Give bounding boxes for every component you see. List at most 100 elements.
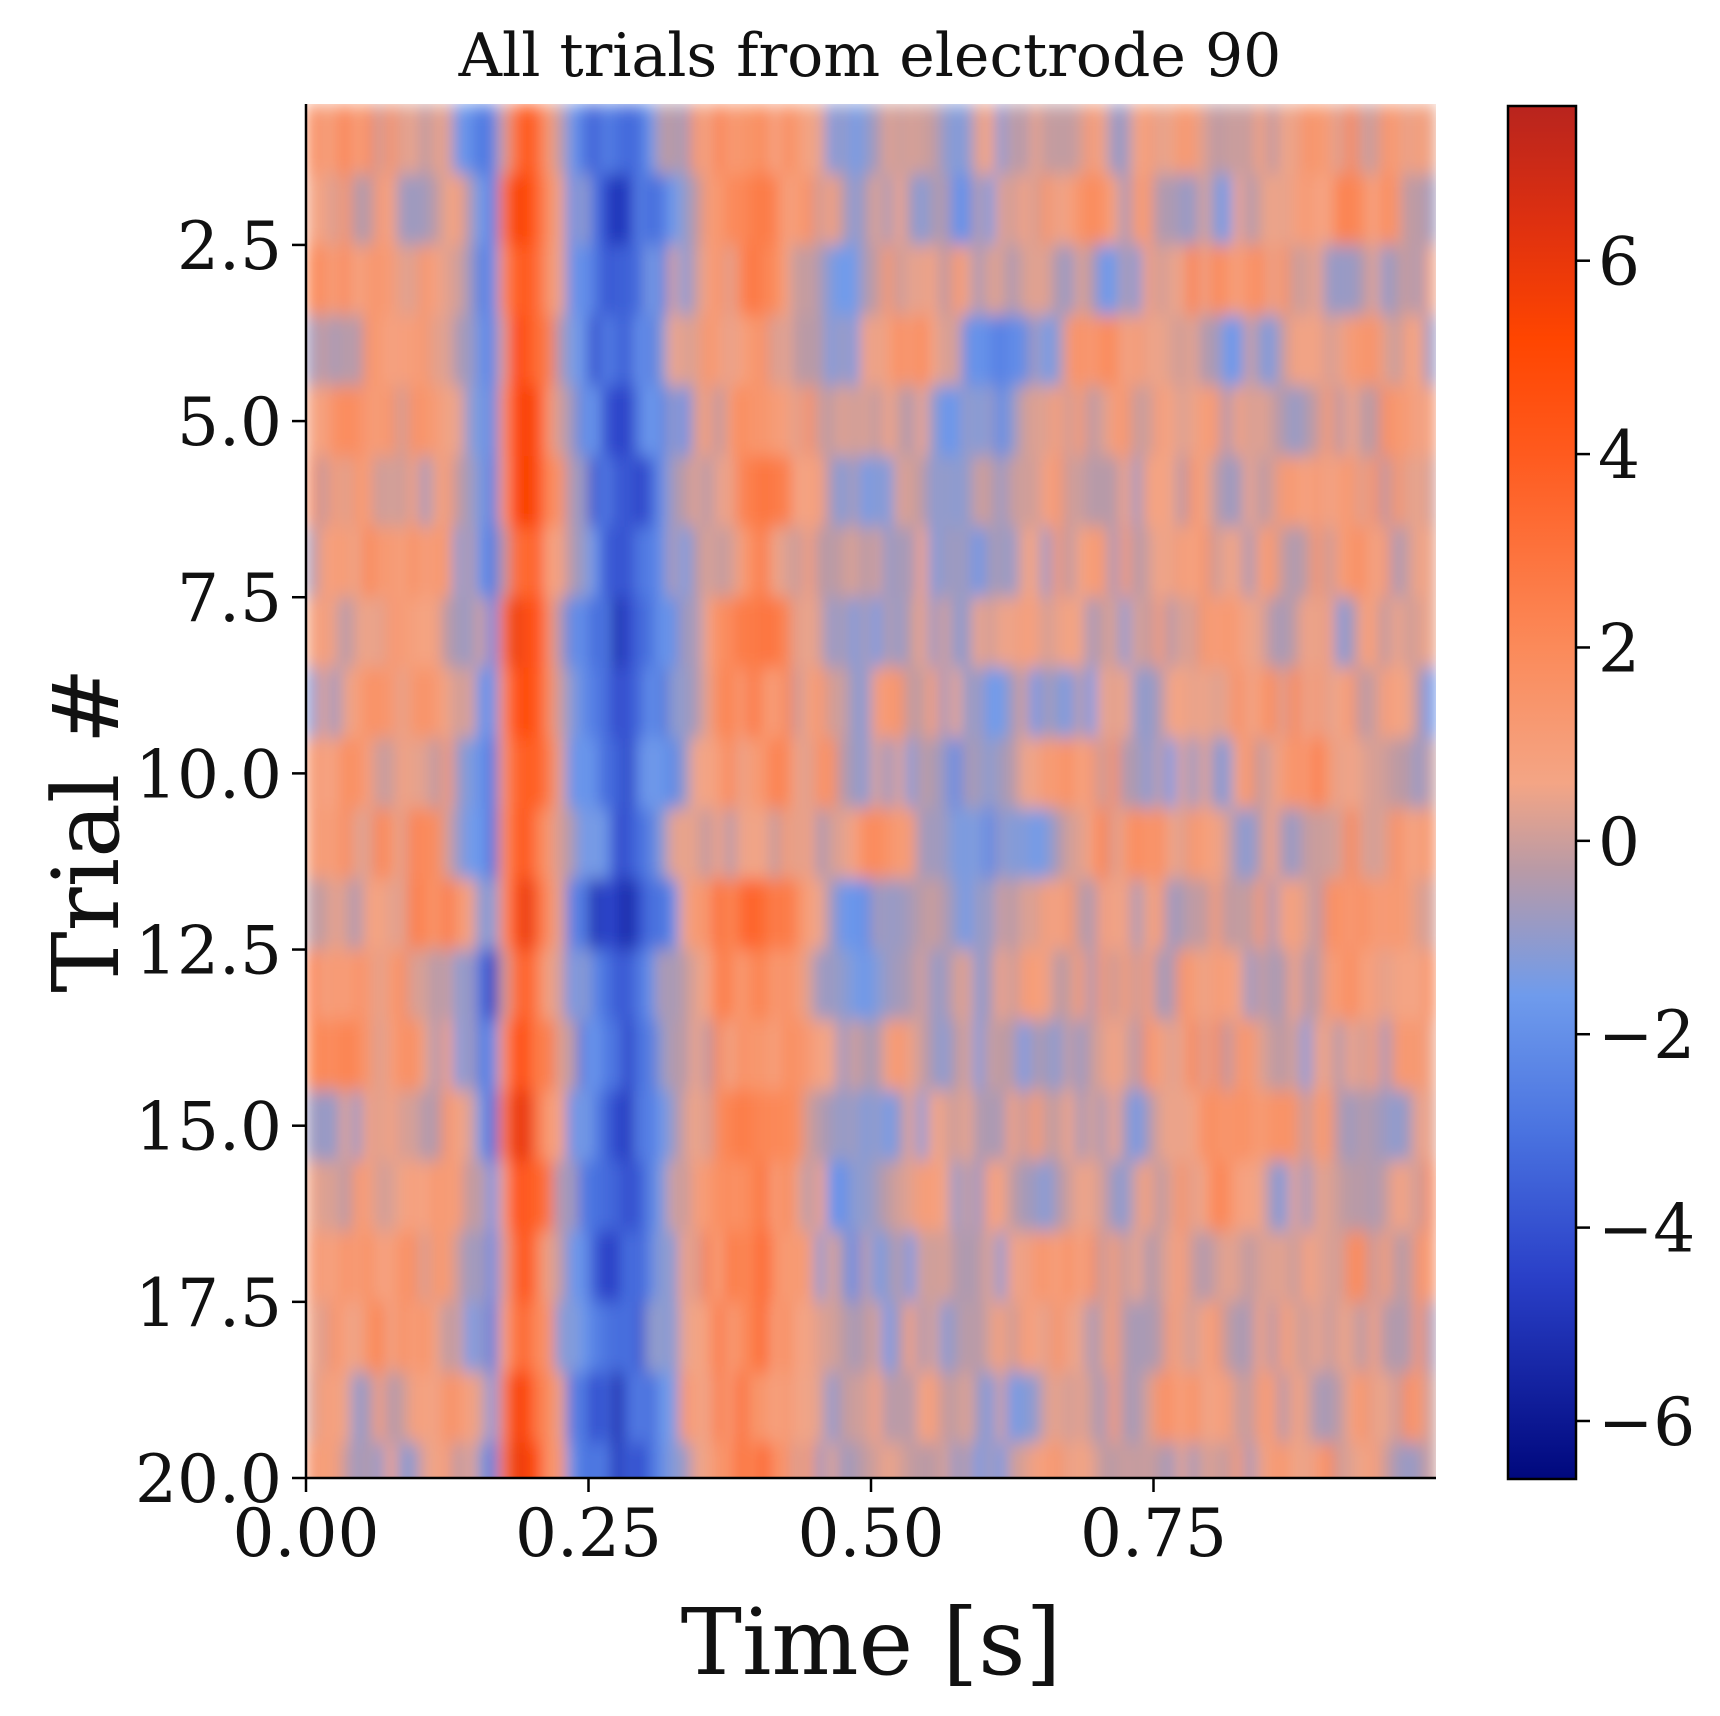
heatmap-cell <box>837 1160 849 1232</box>
heatmap-cell <box>712 174 725 246</box>
heatmap-cell <box>995 667 1008 739</box>
heatmap-cell <box>984 879 996 951</box>
heatmap-cell <box>419 1231 431 1303</box>
heatmap-cell <box>532 1301 544 1373</box>
heatmap-cell <box>1063 1301 1075 1373</box>
heatmap-cell <box>306 879 318 951</box>
heatmap-cell <box>678 1231 691 1303</box>
heatmap-cell <box>1323 1020 1335 1092</box>
heatmap-cell <box>1187 174 1200 246</box>
heatmap-cell <box>656 385 669 457</box>
heatmap-cell <box>351 949 364 1021</box>
heatmap-cell <box>520 526 533 598</box>
heatmap-cell <box>927 597 940 669</box>
heatmap-cell <box>938 315 951 387</box>
heatmap-cell <box>871 244 883 316</box>
heatmap-cell <box>486 738 499 810</box>
heatmap-cell <box>814 526 827 598</box>
heatmap-cell <box>1402 879 1414 951</box>
heatmap-cell <box>611 808 623 880</box>
heatmap-cell <box>927 1020 940 1092</box>
heatmap-cell <box>1074 879 1087 951</box>
heatmap-cell <box>1063 244 1075 316</box>
heatmap-cell <box>464 456 477 528</box>
heatmap-cell <box>1176 1020 1188 1092</box>
x-tick-label: 0.50 <box>798 1495 945 1572</box>
heatmap-cell <box>690 244 703 316</box>
heatmap-cell <box>1085 1231 1098 1303</box>
heatmap-cell <box>339 1442 352 1478</box>
heatmap-cell <box>1232 597 1245 669</box>
heatmap-cell <box>306 1301 318 1373</box>
heatmap-cell <box>498 244 510 316</box>
heatmap-cell <box>306 244 318 316</box>
heatmap-cell <box>588 1160 601 1232</box>
heatmap-cell <box>1424 949 1436 1021</box>
heatmap-cell <box>1063 808 1075 880</box>
heatmap-cell <box>904 1301 917 1373</box>
heatmap-cell <box>1334 1372 1347 1444</box>
heatmap-cell <box>1097 808 1109 880</box>
heatmap-cell <box>532 1020 544 1092</box>
heatmap-cell <box>1402 1020 1414 1092</box>
heatmap-cell <box>385 597 397 669</box>
heatmap-cell <box>588 808 601 880</box>
heatmap-cell <box>871 1020 883 1092</box>
heatmap-cell <box>430 1020 443 1092</box>
heatmap-cell <box>1153 1090 1166 1162</box>
heatmap-cell <box>452 1090 465 1162</box>
heatmap-cell <box>362 244 375 316</box>
heatmap-cell <box>1017 1372 1030 1444</box>
heatmap-cell <box>565 808 578 880</box>
heatmap-cell <box>1051 1020 1064 1092</box>
heatmap-cell <box>825 104 838 176</box>
heatmap-cell <box>701 1301 714 1373</box>
heatmap-cell <box>498 104 510 176</box>
heatmap-cell <box>1390 949 1403 1021</box>
heatmap-cell <box>633 738 646 810</box>
heatmap-cell <box>1413 1231 1426 1303</box>
colorbar-tick-label: 6 <box>1598 224 1640 301</box>
heatmap-cell <box>825 526 838 598</box>
heatmap-cell <box>633 244 646 316</box>
heatmap-cell <box>611 526 623 598</box>
heatmap-cell <box>758 667 770 739</box>
heatmap-cell <box>1164 244 1177 316</box>
heatmap-cell <box>950 315 962 387</box>
heatmap-cell <box>419 949 431 1021</box>
heatmap-cell <box>532 456 544 528</box>
heatmap-cell <box>995 385 1008 457</box>
heatmap-cell <box>1413 1301 1426 1373</box>
heatmap-cell <box>837 667 849 739</box>
heatmap-cell <box>859 104 872 176</box>
heatmap-cell <box>645 315 657 387</box>
heatmap-cell <box>452 104 465 176</box>
heatmap-cell <box>724 244 736 316</box>
heatmap-cell <box>735 667 748 739</box>
heatmap-cell <box>724 1372 736 1444</box>
heatmap-cell <box>780 456 793 528</box>
heatmap-cell <box>1255 315 1268 387</box>
heatmap-cell <box>690 456 703 528</box>
heatmap-cell <box>938 1372 951 1444</box>
heatmap-cell <box>1210 456 1222 528</box>
heatmap-cell <box>475 385 488 457</box>
heatmap-cell <box>1040 244 1053 316</box>
heatmap-cell <box>814 949 827 1021</box>
heatmap-cell <box>351 808 364 880</box>
heatmap-cell <box>1164 597 1177 669</box>
heatmap-cell <box>871 526 883 598</box>
heatmap-cell <box>1063 104 1075 176</box>
heatmap-cell <box>882 1372 895 1444</box>
heatmap-cell <box>1300 1020 1313 1092</box>
heatmap-cell <box>1074 174 1087 246</box>
heatmap-cell <box>633 597 646 669</box>
heatmap-cell <box>724 315 736 387</box>
heatmap-cell <box>667 1372 680 1444</box>
heatmap-cell <box>599 1301 612 1373</box>
heatmap-cell <box>1187 244 1200 316</box>
heatmap-cell <box>735 1301 748 1373</box>
heatmap-cell <box>1074 385 1087 457</box>
heatmap-cell <box>780 667 793 739</box>
heatmap-cell <box>1334 597 1347 669</box>
